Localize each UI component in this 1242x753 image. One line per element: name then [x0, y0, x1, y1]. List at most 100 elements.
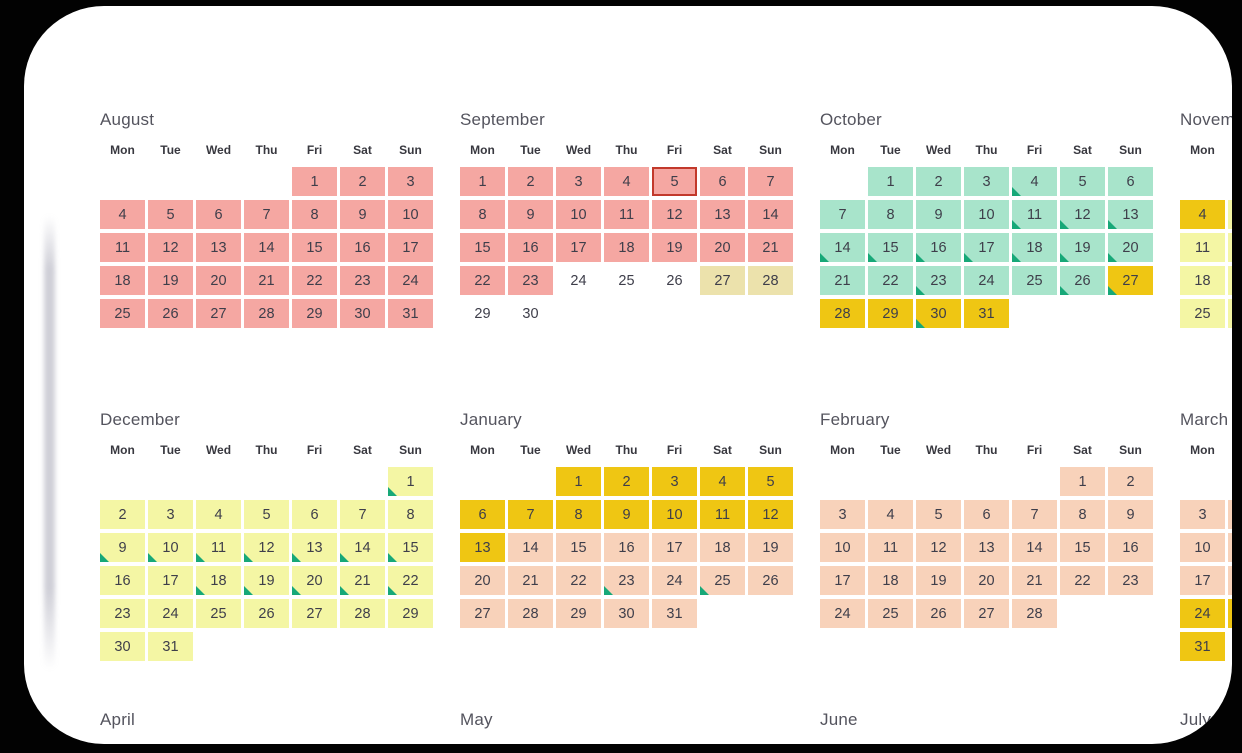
day-cell-august-28[interactable]: 28	[244, 299, 289, 328]
day-cell-february-23[interactable]: 23	[1108, 566, 1153, 595]
day-cell-september-17[interactable]: 17	[556, 233, 601, 262]
day-cell-august-10[interactable]: 10	[388, 200, 433, 229]
day-cell-september-21[interactable]: 21	[748, 233, 793, 262]
day-cell-november-18[interactable]: 18	[1180, 266, 1225, 295]
day-cell-february-26[interactable]: 26	[916, 599, 961, 628]
day-cell-january-23[interactable]: 23	[604, 566, 649, 595]
day-cell-december-9[interactable]: 9	[100, 533, 145, 562]
day-cell-september-30[interactable]: 30	[508, 299, 553, 328]
day-cell-august-9[interactable]: 9	[340, 200, 385, 229]
day-cell-march-18[interactable]: 18	[1228, 566, 1232, 595]
day-cell-december-18[interactable]: 18	[196, 566, 241, 595]
day-cell-march-17[interactable]: 17	[1180, 566, 1225, 595]
day-cell-january-17[interactable]: 17	[652, 533, 697, 562]
day-cell-march-31[interactable]: 31	[1180, 632, 1225, 661]
day-cell-august-24[interactable]: 24	[388, 266, 433, 295]
day-cell-august-29[interactable]: 29	[292, 299, 337, 328]
day-cell-august-11[interactable]: 11	[100, 233, 145, 262]
day-cell-august-3[interactable]: 3	[388, 167, 433, 196]
day-cell-october-17[interactable]: 17	[964, 233, 1009, 262]
day-cell-january-22[interactable]: 22	[556, 566, 601, 595]
day-cell-december-7[interactable]: 7	[340, 500, 385, 529]
day-cell-september-6[interactable]: 6	[700, 167, 745, 196]
day-cell-december-11[interactable]: 11	[196, 533, 241, 562]
day-cell-december-28[interactable]: 28	[340, 599, 385, 628]
day-cell-january-28[interactable]: 28	[508, 599, 553, 628]
day-cell-september-5[interactable]: 5	[652, 167, 697, 196]
day-cell-november-19[interactable]: 19	[1228, 266, 1232, 295]
day-cell-august-19[interactable]: 19	[148, 266, 193, 295]
day-cell-september-22[interactable]: 22	[460, 266, 505, 295]
day-cell-january-25[interactable]: 25	[700, 566, 745, 595]
day-cell-august-8[interactable]: 8	[292, 200, 337, 229]
day-cell-august-16[interactable]: 16	[340, 233, 385, 262]
day-cell-september-27[interactable]: 27	[700, 266, 745, 295]
day-cell-september-13[interactable]: 13	[700, 200, 745, 229]
day-cell-august-12[interactable]: 12	[148, 233, 193, 262]
day-cell-january-6[interactable]: 6	[460, 500, 505, 529]
day-cell-february-24[interactable]: 24	[820, 599, 865, 628]
day-cell-january-27[interactable]: 27	[460, 599, 505, 628]
day-cell-october-22[interactable]: 22	[868, 266, 913, 295]
day-cell-october-11[interactable]: 11	[1012, 200, 1057, 229]
day-cell-october-6[interactable]: 6	[1108, 167, 1153, 196]
day-cell-february-7[interactable]: 7	[1012, 500, 1057, 529]
day-cell-january-8[interactable]: 8	[556, 500, 601, 529]
day-cell-january-16[interactable]: 16	[604, 533, 649, 562]
day-cell-march-3[interactable]: 3	[1180, 500, 1225, 529]
day-cell-september-10[interactable]: 10	[556, 200, 601, 229]
day-cell-january-10[interactable]: 10	[652, 500, 697, 529]
day-cell-october-10[interactable]: 10	[964, 200, 1009, 229]
day-cell-september-16[interactable]: 16	[508, 233, 553, 262]
day-cell-march-10[interactable]: 10	[1180, 533, 1225, 562]
day-cell-september-7[interactable]: 7	[748, 167, 793, 196]
day-cell-october-1[interactable]: 1	[868, 167, 913, 196]
day-cell-october-5[interactable]: 5	[1060, 167, 1105, 196]
day-cell-february-28[interactable]: 28	[1012, 599, 1057, 628]
day-cell-august-7[interactable]: 7	[244, 200, 289, 229]
day-cell-december-29[interactable]: 29	[388, 599, 433, 628]
day-cell-october-27[interactable]: 27	[1108, 266, 1153, 295]
day-cell-february-20[interactable]: 20	[964, 566, 1009, 595]
day-cell-september-4[interactable]: 4	[604, 167, 649, 196]
day-cell-february-8[interactable]: 8	[1060, 500, 1105, 529]
day-cell-january-20[interactable]: 20	[460, 566, 505, 595]
day-cell-january-31[interactable]: 31	[652, 599, 697, 628]
day-cell-february-18[interactable]: 18	[868, 566, 913, 595]
day-cell-december-13[interactable]: 13	[292, 533, 337, 562]
day-cell-october-31[interactable]: 31	[964, 299, 1009, 328]
day-cell-september-25[interactable]: 25	[604, 266, 649, 295]
day-cell-august-27[interactable]: 27	[196, 299, 241, 328]
day-cell-january-11[interactable]: 11	[700, 500, 745, 529]
day-cell-september-12[interactable]: 12	[652, 200, 697, 229]
day-cell-october-21[interactable]: 21	[820, 266, 865, 295]
day-cell-october-15[interactable]: 15	[868, 233, 913, 262]
day-cell-september-2[interactable]: 2	[508, 167, 553, 196]
day-cell-december-10[interactable]: 10	[148, 533, 193, 562]
day-cell-december-22[interactable]: 22	[388, 566, 433, 595]
day-cell-august-4[interactable]: 4	[100, 200, 145, 229]
day-cell-january-19[interactable]: 19	[748, 533, 793, 562]
day-cell-october-3[interactable]: 3	[964, 167, 1009, 196]
day-cell-february-12[interactable]: 12	[916, 533, 961, 562]
day-cell-january-29[interactable]: 29	[556, 599, 601, 628]
day-cell-december-12[interactable]: 12	[244, 533, 289, 562]
day-cell-december-4[interactable]: 4	[196, 500, 241, 529]
day-cell-september-9[interactable]: 9	[508, 200, 553, 229]
day-cell-january-14[interactable]: 14	[508, 533, 553, 562]
day-cell-january-9[interactable]: 9	[604, 500, 649, 529]
day-cell-february-19[interactable]: 19	[916, 566, 961, 595]
day-cell-november-12[interactable]: 12	[1228, 233, 1232, 262]
day-cell-october-19[interactable]: 19	[1060, 233, 1105, 262]
day-cell-october-7[interactable]: 7	[820, 200, 865, 229]
day-cell-november-5[interactable]: 5	[1228, 200, 1232, 229]
day-cell-december-5[interactable]: 5	[244, 500, 289, 529]
day-cell-august-26[interactable]: 26	[148, 299, 193, 328]
day-cell-september-20[interactable]: 20	[700, 233, 745, 262]
day-cell-january-3[interactable]: 3	[652, 467, 697, 496]
day-cell-august-21[interactable]: 21	[244, 266, 289, 295]
day-cell-february-6[interactable]: 6	[964, 500, 1009, 529]
day-cell-february-10[interactable]: 10	[820, 533, 865, 562]
day-cell-february-17[interactable]: 17	[820, 566, 865, 595]
day-cell-january-12[interactable]: 12	[748, 500, 793, 529]
